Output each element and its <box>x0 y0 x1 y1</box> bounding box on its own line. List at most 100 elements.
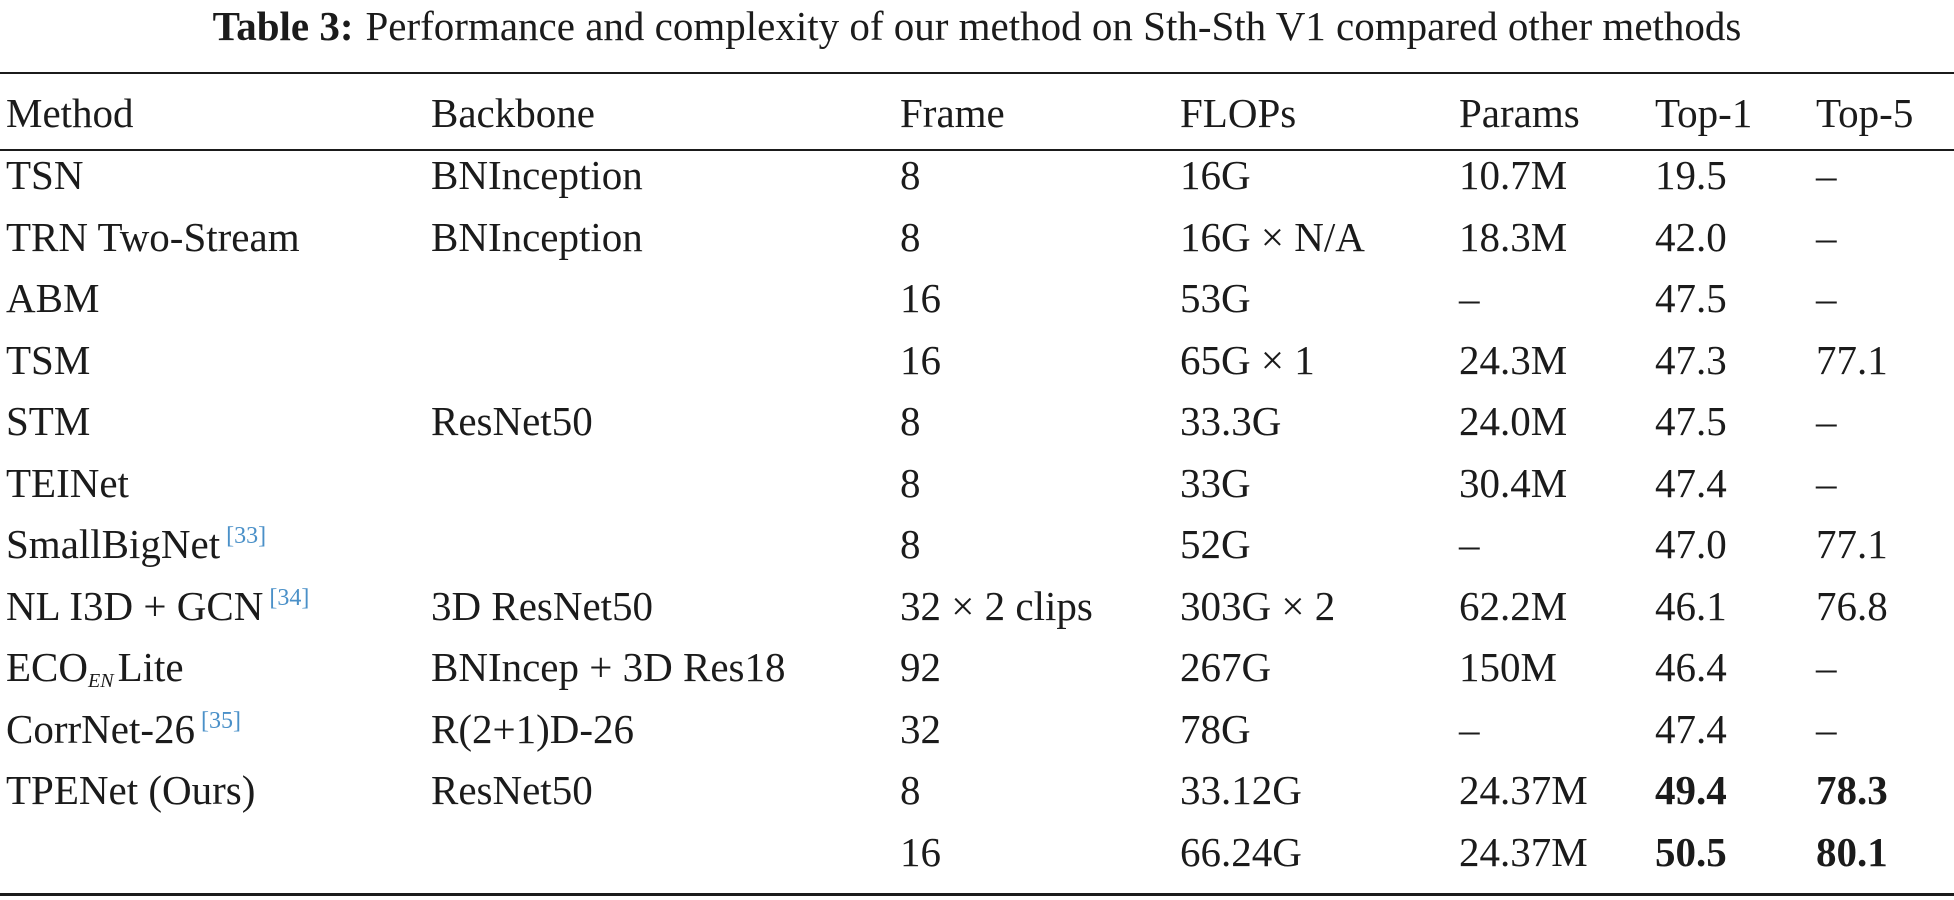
cell-backbone: BNIncep + 3D Res18 <box>431 644 786 690</box>
cell-flops: 267G <box>1180 644 1272 690</box>
cell-params: – <box>1459 706 1480 752</box>
cell-method: TRN Two-Stream <box>6 207 300 267</box>
table-header-rule <box>0 149 1954 151</box>
cell-flops: 33.3G <box>1180 398 1282 444</box>
cell-flops: 53G <box>1180 275 1251 321</box>
cell-frame: 8 <box>900 398 921 444</box>
citation-link[interactable]: [33] <box>226 523 267 549</box>
method-name: ABM <box>6 275 100 321</box>
cell-flops: 33G <box>1180 460 1251 506</box>
cell-method: SmallBigNet [33] <box>6 514 266 574</box>
cell-top5: – <box>1816 214 1837 260</box>
cell-backbone: BNInception <box>431 214 643 260</box>
method-name: TPENet (Ours) <box>6 767 256 813</box>
cell-top1: 47.4 <box>1655 460 1727 506</box>
cell-top5: – <box>1816 706 1837 752</box>
cell-top1: 42.0 <box>1655 214 1727 260</box>
cell-params: 24.0M <box>1459 398 1568 444</box>
method-name: TSM <box>6 337 91 383</box>
header-top1: Top-1 <box>1655 90 1753 136</box>
table-caption-label: Table 3: <box>212 3 354 49</box>
cell-frame: 8 <box>900 767 921 813</box>
cell-backbone: R(2+1)D-26 <box>431 706 635 752</box>
cell-backbone: BNInception <box>431 152 643 198</box>
cell-params: 24.3M <box>1459 337 1568 383</box>
cell-top1: 47.4 <box>1655 706 1727 752</box>
cell-method: ABM <box>6 268 99 328</box>
table-bottom-rule <box>0 893 1954 896</box>
cell-flops: 78G <box>1180 706 1251 752</box>
cell-top1: 46.1 <box>1655 583 1727 629</box>
method-name: TEINet <box>6 460 129 506</box>
method-name: CorrNet-26 <box>6 706 196 752</box>
cell-top5: – <box>1816 398 1837 444</box>
cell-params: 30.4M <box>1459 460 1568 506</box>
cell-params: 62.2M <box>1459 583 1568 629</box>
cell-frame: 8 <box>900 460 921 506</box>
cell-backbone: ResNet50 <box>431 767 593 813</box>
cell-top1: 47.5 <box>1655 275 1727 321</box>
cell-params: 150M <box>1459 644 1557 690</box>
cell-top5: 76.8 <box>1816 583 1888 629</box>
table-top-rule <box>0 72 1954 74</box>
header-method: Method <box>6 90 134 136</box>
cell-frame: 8 <box>900 214 921 260</box>
cell-top5: 78.3 <box>1816 767 1888 813</box>
cell-method: NL I3D + GCN [34] <box>6 576 309 636</box>
cell-params: – <box>1459 275 1480 321</box>
header-backbone: Backbone <box>431 90 595 136</box>
cell-top1: 49.4 <box>1655 767 1727 813</box>
cell-backbone: ResNet50 <box>431 398 593 444</box>
method-name: ECO <box>6 644 88 690</box>
cell-method: TSN <box>6 145 83 205</box>
method-name: TRN Two-Stream <box>6 214 300 260</box>
citation-link[interactable]: [34] <box>269 585 310 611</box>
cell-params: 24.37M <box>1459 829 1588 875</box>
method-name: TSN <box>6 152 84 198</box>
cell-params: 18.3M <box>1459 214 1568 260</box>
cell-method: CorrNet-26 [35] <box>6 699 241 759</box>
citation-link[interactable]: [35] <box>201 708 241 734</box>
cell-frame: 92 <box>900 644 941 690</box>
cell-params: 10.7M <box>1459 152 1568 198</box>
cell-flops: 16G × N/A <box>1180 214 1365 260</box>
cell-method: TSM <box>6 330 90 390</box>
cell-frame: 8 <box>900 152 921 198</box>
cell-top5: 77.1 <box>1816 337 1888 383</box>
header-flops: FLOPs <box>1180 90 1297 136</box>
cell-top1: 47.0 <box>1655 521 1727 567</box>
table-caption: Table 3: Performance and complexity of ou… <box>0 0 1954 52</box>
cell-flops: 16G <box>1180 152 1251 198</box>
cell-top1: 47.3 <box>1655 337 1727 383</box>
header-top5: Top-5 <box>1816 90 1914 136</box>
cell-top1: 46.4 <box>1655 644 1727 690</box>
cell-top5: – <box>1816 152 1837 198</box>
method-name: STM <box>6 398 91 444</box>
header-frame: Frame <box>900 90 1005 136</box>
cell-frame: 16 <box>900 275 941 321</box>
cell-top5: 77.1 <box>1816 521 1888 567</box>
cell-backbone: 3D ResNet50 <box>431 583 654 629</box>
cell-top1: 50.5 <box>1655 829 1727 875</box>
cell-flops: 52G <box>1180 521 1251 567</box>
cell-frame: 16 <box>900 337 941 383</box>
cell-top1: 47.5 <box>1655 398 1727 444</box>
cell-method: TPENet (Ours) <box>6 760 255 820</box>
table-caption-text: Performance and complexity of our method… <box>365 3 1742 49</box>
cell-frame: 8 <box>900 521 921 567</box>
cell-method: TEINet <box>6 453 129 513</box>
method-name: NL I3D + GCN <box>6 583 264 629</box>
cell-method: STM <box>6 391 90 451</box>
cell-params: – <box>1459 521 1480 567</box>
method-subscript: EN <box>88 670 114 692</box>
method-name: SmallBigNet <box>6 521 221 567</box>
cell-frame: 32 × 2 clips <box>900 583 1093 629</box>
cell-top5: – <box>1816 275 1837 321</box>
cell-flops: 65G × 1 <box>1180 337 1315 383</box>
cell-flops: 33.12G <box>1180 767 1302 813</box>
cell-method: ECOENLite <box>6 637 184 697</box>
cell-params: 24.37M <box>1459 767 1588 813</box>
cell-flops: 66.24G <box>1180 829 1302 875</box>
cell-top5: 80.1 <box>1816 829 1888 875</box>
cell-top1: 19.5 <box>1655 152 1727 198</box>
